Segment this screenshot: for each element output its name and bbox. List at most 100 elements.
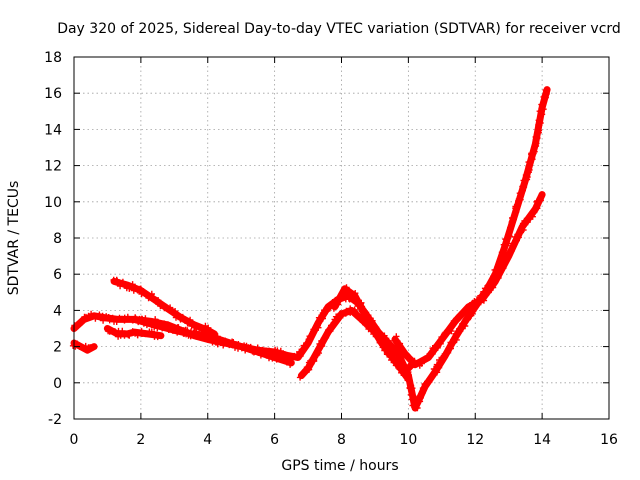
x-tick-label: 8 (337, 432, 346, 448)
data-point (343, 307, 350, 315)
data-point (87, 314, 94, 321)
data-point (109, 314, 116, 322)
data-point (310, 356, 318, 363)
data-point (186, 316, 194, 324)
data-point (535, 117, 542, 124)
data-point (139, 316, 146, 324)
data-point (154, 297, 162, 304)
data-point (509, 242, 517, 249)
data-point (315, 314, 323, 321)
data-point (184, 320, 191, 327)
data-point (456, 313, 464, 321)
data-point (319, 315, 326, 322)
data-point (543, 90, 550, 98)
data-point (121, 314, 128, 321)
data-point (414, 404, 421, 412)
data-point (148, 328, 155, 335)
x-tick-label: 12 (466, 432, 484, 448)
x-tick-label: 14 (533, 432, 551, 448)
y-tick-label: 6 (53, 267, 62, 283)
series-group (69, 86, 551, 412)
data-point (422, 382, 430, 389)
data-point (304, 363, 311, 371)
data-point (458, 310, 465, 317)
data-point (191, 329, 198, 336)
data-point (404, 351, 411, 359)
data-point (430, 365, 438, 373)
data-point (355, 313, 363, 320)
y-tick-label: 4 (53, 303, 62, 319)
data-point (150, 294, 157, 301)
data-point (359, 308, 366, 316)
data-point (277, 347, 284, 355)
data-point (325, 303, 332, 310)
data-point (352, 290, 359, 297)
data-point (192, 328, 199, 335)
data-point (437, 358, 445, 365)
data-point (78, 319, 85, 326)
data-point (510, 216, 517, 223)
data-point (347, 290, 354, 298)
data-point (434, 344, 441, 351)
y-axis-label: SDTVAR / TECUs (6, 181, 22, 296)
data-point (353, 296, 361, 303)
data-point (137, 285, 145, 292)
data-point (403, 350, 410, 357)
x-ticks: 0 2 4 6 8 10 12 14 16 (70, 57, 618, 448)
y-tick-label: 0 (53, 376, 62, 392)
data-point (132, 314, 139, 321)
data-point (294, 353, 301, 361)
data-point (495, 274, 502, 281)
data-point (315, 345, 322, 353)
data-point (503, 242, 510, 249)
data-point (91, 312, 99, 320)
data-point (114, 277, 121, 285)
data-point (338, 291, 345, 298)
data-point (503, 254, 511, 262)
data-point (303, 341, 310, 349)
data-point (99, 317, 107, 324)
data-point (247, 345, 254, 352)
data-point (464, 306, 471, 314)
data-point (526, 166, 533, 174)
data-point (464, 316, 472, 323)
data-point (500, 264, 507, 272)
data-point (429, 371, 437, 379)
y-tick-label: 8 (53, 231, 62, 247)
data-point (538, 191, 546, 198)
data-point (366, 321, 374, 329)
data-point (441, 350, 449, 358)
data-point (489, 280, 497, 288)
x-tick-label: 4 (203, 432, 212, 448)
grid (74, 57, 609, 419)
data-point (205, 333, 212, 340)
data-point (398, 368, 405, 376)
data-point (180, 316, 188, 323)
data-point (283, 356, 290, 363)
chart-title: Day 320 of 2025, Sidereal Day-to-day VTE… (57, 21, 621, 37)
data-point (253, 346, 260, 354)
data-point (374, 334, 381, 341)
series-sat-h (330, 284, 412, 384)
data-point (514, 201, 522, 208)
data-point (219, 337, 226, 344)
data-point (214, 333, 221, 340)
data-point (150, 318, 157, 326)
data-point (87, 310, 95, 318)
data-point (532, 133, 539, 141)
data-point (513, 208, 520, 215)
data-point (148, 295, 156, 302)
data-point (299, 371, 306, 378)
data-point (314, 322, 321, 329)
data-point (185, 332, 192, 339)
data-point (529, 156, 536, 163)
x-tick-label: 16 (600, 432, 618, 448)
x-tick-label: 6 (270, 432, 279, 448)
data-point (527, 156, 535, 164)
data-point (199, 330, 207, 337)
data-point (327, 327, 334, 335)
data-point (126, 332, 133, 339)
data-point (113, 318, 120, 325)
data-point (119, 327, 126, 335)
data-point (496, 270, 503, 277)
